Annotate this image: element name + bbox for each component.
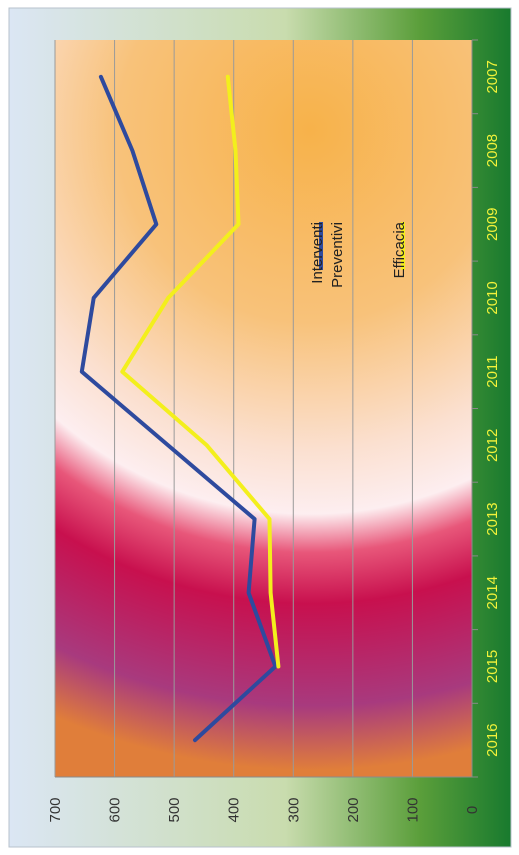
- category-tick-label: 2011: [484, 356, 501, 388]
- legend-label: Preventivi: [329, 222, 346, 288]
- data-point: [273, 665, 277, 668]
- value-tick-label: 300: [285, 797, 302, 822]
- series-lines: [79, 74, 281, 743]
- value-tick-label: 0: [464, 806, 481, 814]
- data-point: [92, 296, 96, 300]
- value-tick-label: 100: [404, 797, 421, 822]
- category-tick-label: 2012: [484, 429, 501, 462]
- value-tick-labels: 0 100 200 300 400 500 600 700: [47, 797, 481, 822]
- data-point: [80, 370, 84, 374]
- data-point: [268, 517, 271, 521]
- legend-label: Efficacia: [391, 221, 408, 278]
- series-line: [79, 74, 278, 743]
- category-tick-label: 2008: [484, 134, 501, 167]
- category-tick-label: 2013: [484, 502, 501, 535]
- value-tick-label: 700: [47, 797, 64, 822]
- value-tick-label: 500: [166, 797, 183, 822]
- data-point: [276, 665, 280, 668]
- plot-area: [55, 40, 472, 777]
- data-point: [226, 75, 230, 79]
- legend-label: Interventi: [309, 222, 326, 284]
- data-point: [166, 296, 170, 300]
- category-tick-label: 2010: [484, 281, 501, 314]
- value-tick-label: 400: [226, 797, 243, 822]
- category-tick-label: 2009: [484, 208, 501, 241]
- data-point: [234, 149, 237, 153]
- category-tick-label: 2015: [484, 650, 501, 683]
- data-point: [269, 591, 273, 595]
- gridlines: [54, 40, 413, 777]
- data-point: [166, 443, 170, 447]
- category-ticks: [472, 39, 478, 778]
- data-point: [130, 149, 134, 153]
- legend: Interventi Preventivi Efficacia: [309, 221, 408, 288]
- data-point: [193, 738, 197, 742]
- data-point: [253, 517, 257, 521]
- data-point: [205, 443, 209, 447]
- value-tick-label: 600: [107, 797, 124, 822]
- data-point: [247, 591, 251, 595]
- category-tick-label: 2014: [484, 576, 501, 609]
- data-point: [120, 370, 124, 374]
- data-point: [237, 222, 240, 226]
- category-tick-label: 2007: [484, 60, 501, 93]
- data-point: [99, 75, 103, 79]
- category-tick-labels: 2007 2008 2009 2010 2011 2012 2013 2014 2015 2016: [484, 60, 501, 757]
- value-tick-label: 200: [345, 797, 362, 822]
- data-point: [154, 222, 158, 226]
- category-tick-label: 2016: [484, 723, 501, 756]
